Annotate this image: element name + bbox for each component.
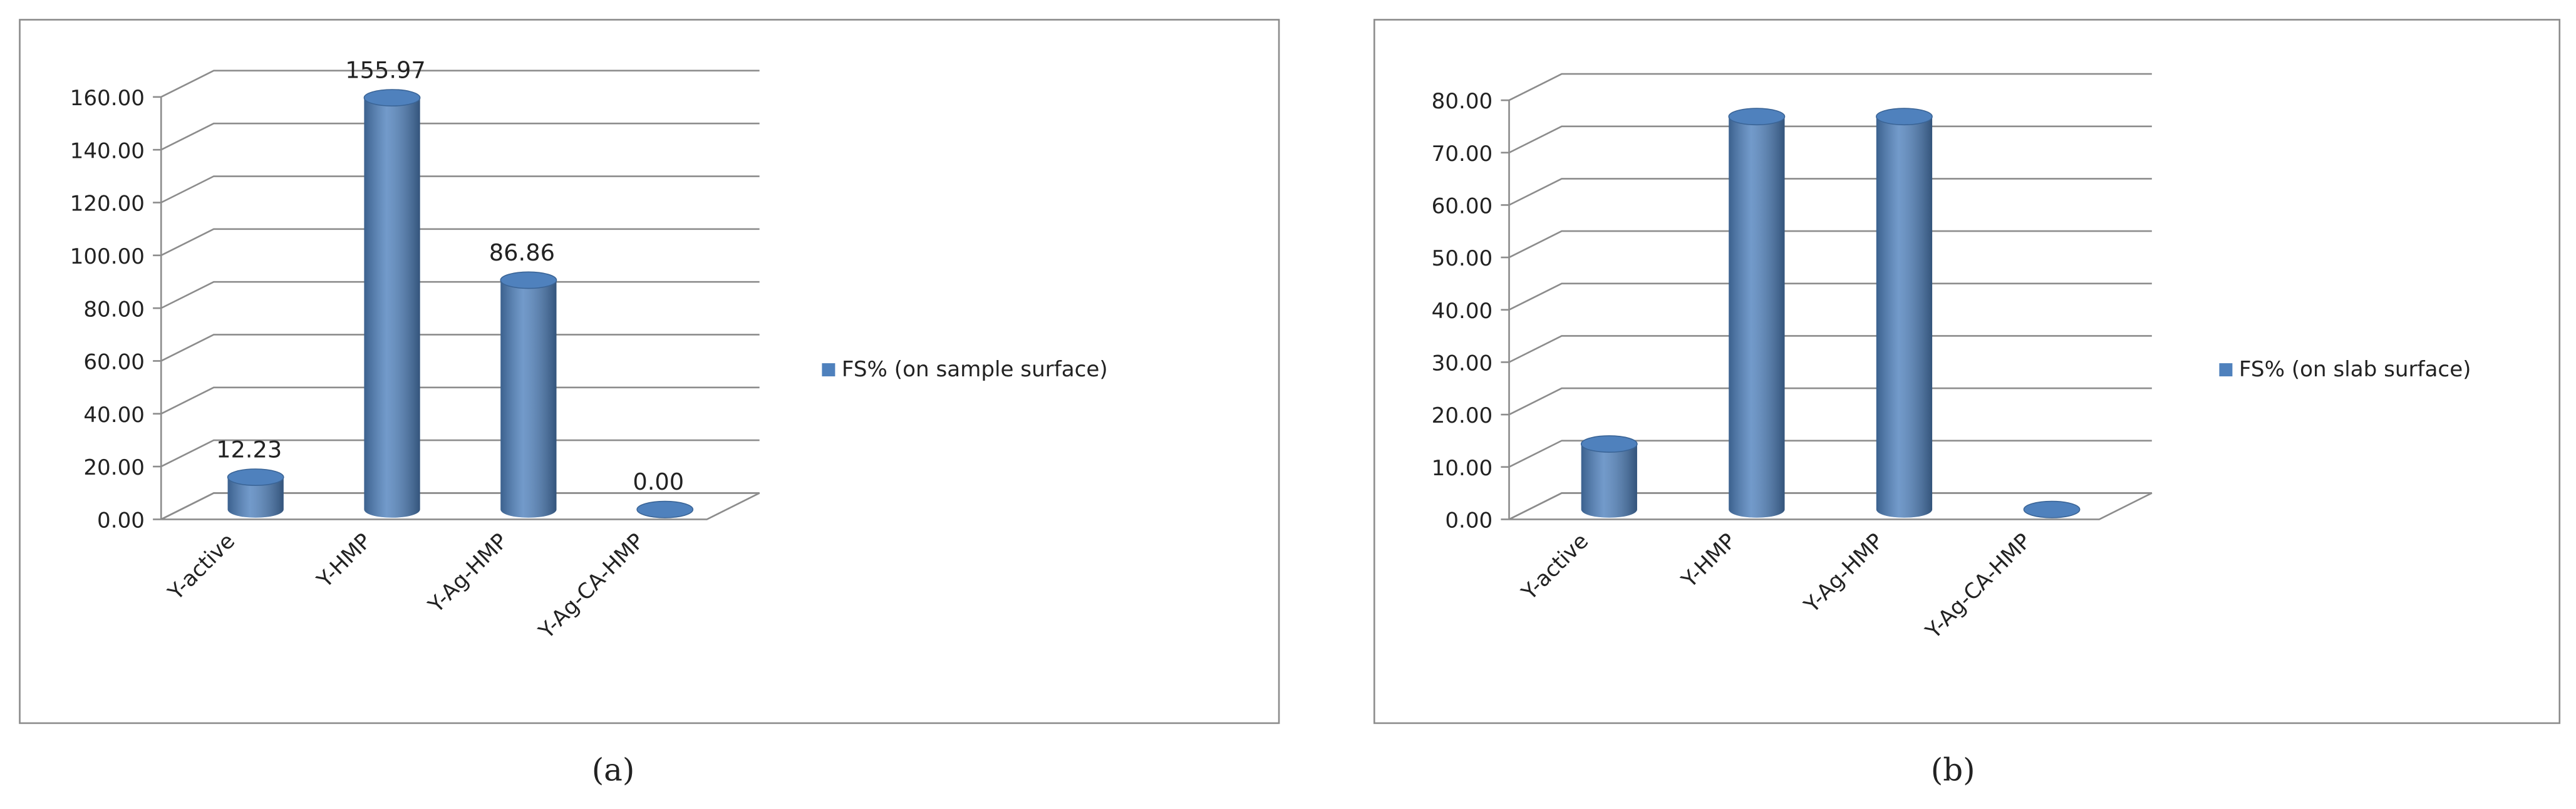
- grid-line: [1508, 73, 2152, 101]
- y-tick-label: 30.00: [1432, 351, 1493, 376]
- y-tick-label: 80.00: [83, 297, 145, 322]
- grid-line: [1508, 335, 2152, 363]
- grid-line: [160, 439, 760, 468]
- bar-top: [1728, 108, 1786, 126]
- grid-line: [1508, 178, 2152, 206]
- legend-swatch: [822, 363, 835, 377]
- value-label: 0.00: [633, 468, 684, 495]
- grid-line: [160, 386, 760, 415]
- y-tick-label: 10.00: [1432, 456, 1493, 481]
- chart-frame: [19, 19, 1280, 724]
- y-tick-label: 50.00: [1432, 246, 1493, 271]
- y-tick-label: 120.00: [70, 192, 145, 217]
- bar-shade: [500, 280, 557, 518]
- grid-line: [160, 70, 760, 98]
- bar: [1876, 108, 1933, 518]
- grid-line: [1508, 387, 2152, 416]
- bar-top: [1580, 435, 1638, 453]
- bar: [636, 500, 694, 518]
- bar-top: [636, 500, 694, 518]
- bar-shade: [1581, 444, 1637, 518]
- caption: (b): [1931, 752, 1975, 788]
- legend-swatch: [2219, 363, 2233, 377]
- bar: [500, 271, 557, 518]
- grid-line: [160, 122, 760, 151]
- y-tick-label: 60.00: [83, 350, 145, 375]
- legend-label: FS% (on sample surface): [842, 357, 1108, 382]
- bar-top: [500, 271, 557, 289]
- y-tick-label: 160.00: [70, 86, 145, 111]
- value-label: 12.23: [216, 436, 282, 463]
- grid-line: [1508, 125, 2152, 153]
- bar-shade: [227, 477, 284, 518]
- bar-shade: [1729, 116, 1785, 518]
- grid-line: [1508, 492, 2152, 520]
- bar-top: [363, 89, 421, 107]
- bar: [1580, 435, 1638, 518]
- grid-line: [1508, 282, 2152, 311]
- bar: [1728, 108, 1786, 518]
- grid-line: [160, 334, 760, 362]
- bar: [2023, 500, 2081, 518]
- value-label: 155.97: [345, 57, 426, 84]
- y-tick-label: 40.00: [1432, 299, 1493, 324]
- chart-frame: [1373, 19, 2561, 724]
- y-tick-label: 40.00: [83, 403, 145, 428]
- y-tick-label: 20.00: [83, 455, 145, 480]
- bar-top: [1876, 108, 1933, 126]
- y-tick-label: 0.00: [1445, 508, 1492, 533]
- y-tick-label: 60.00: [1432, 194, 1493, 219]
- grid-line: [1508, 230, 2152, 259]
- bar: [227, 468, 284, 518]
- y-tick-label: 70.00: [1432, 142, 1493, 167]
- grid-line: [160, 281, 760, 309]
- bar-top: [227, 468, 284, 487]
- y-tick-label: 0.00: [97, 508, 145, 533]
- legend-label: FS% (on slab surface): [2239, 357, 2471, 382]
- bar-shade: [364, 98, 420, 518]
- grid-line: [1508, 440, 2152, 468]
- y-tick-label: 100.00: [70, 244, 145, 269]
- y-tick-label: 140.00: [70, 138, 145, 163]
- y-tick-label: 80.00: [1432, 89, 1493, 114]
- y-tick-label: 20.00: [1432, 403, 1493, 428]
- grid-line: [160, 175, 760, 204]
- grid-line: [160, 228, 760, 256]
- bar: [363, 89, 421, 518]
- value-label: 86.86: [489, 239, 555, 266]
- bar-top: [2023, 500, 2081, 518]
- grid-line: [160, 492, 760, 520]
- caption: (a): [592, 752, 635, 788]
- bar-shade: [1876, 116, 1933, 518]
